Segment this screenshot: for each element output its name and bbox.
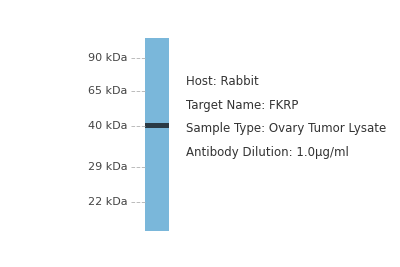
Text: Target Name: FKRP: Target Name: FKRP — [186, 99, 299, 112]
Text: Host: Rabbit: Host: Rabbit — [186, 75, 259, 88]
Bar — [144, 123, 169, 128]
Text: 40 kDa: 40 kDa — [88, 121, 128, 131]
Text: Antibody Dilution: 1.0µg/ml: Antibody Dilution: 1.0µg/ml — [186, 146, 349, 159]
Text: 65 kDa: 65 kDa — [88, 86, 128, 96]
Text: 90 kDa: 90 kDa — [88, 53, 128, 63]
Text: 29 kDa: 29 kDa — [88, 162, 128, 172]
Text: 22 kDa: 22 kDa — [88, 197, 128, 207]
Text: Sample Type: Ovary Tumor Lysate: Sample Type: Ovary Tumor Lysate — [186, 122, 387, 135]
Bar — [144, 38, 169, 231]
